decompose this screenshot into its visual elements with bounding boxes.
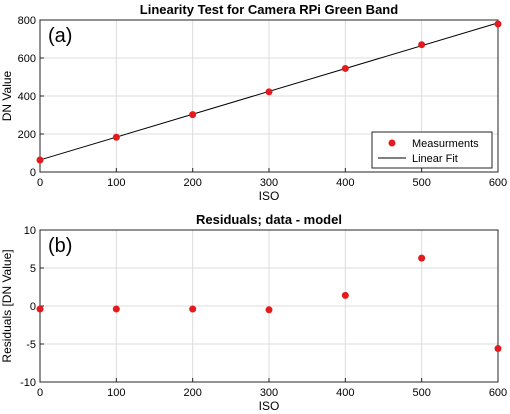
data-point (265, 88, 273, 96)
x-tick-label: 600 (489, 387, 507, 399)
data-point (418, 41, 426, 49)
y-tick-label: -5 (26, 339, 36, 351)
x-tick-label: 300 (260, 387, 278, 399)
x-tick-label: 400 (336, 177, 354, 189)
data-point (494, 345, 502, 353)
y-tick-label: -10 (20, 377, 36, 389)
x-tick-label: 0 (37, 177, 43, 189)
y-tick-label: 0 (30, 301, 36, 313)
legend-label: Measurments (412, 138, 479, 150)
x-axis-label: ISO (259, 399, 280, 413)
y-tick-label: 800 (18, 15, 36, 27)
chart-panel-1: 0 100 200 300 400 500 600 0 200 400 600 800 Linearit… (0, 2, 507, 203)
chart-panel-2: 0 100 200 300 400 500 600 -10 -5 0 5 10 Residuals; d… (0, 212, 507, 413)
data-point (36, 156, 44, 164)
panel-label: (b) (48, 235, 72, 257)
y-tick-label: 600 (18, 53, 36, 65)
x-axis-label: ISO (259, 189, 280, 203)
y-tick-label: 200 (18, 129, 36, 141)
x-tick-label: 500 (412, 387, 430, 399)
y-tick-label: 5 (30, 263, 36, 275)
y-axis-label: DN Value (0, 70, 14, 121)
legend-label: Linear Fit (412, 153, 458, 165)
y-axis-label: Residuals [DN Value] (0, 249, 14, 362)
data-point (112, 305, 120, 313)
chart-title: Linearity Test for Camera RPi Green Band (140, 2, 398, 17)
data-point (265, 306, 273, 314)
x-tick-label: 100 (107, 387, 125, 399)
chart-title: Residuals; data - model (196, 212, 342, 227)
legend-box (371, 131, 493, 169)
legend: Measurments Linear Fit (371, 131, 493, 169)
x-tick-label: 0 (37, 387, 43, 399)
data-point (112, 133, 120, 141)
x-tick-label: 500 (412, 177, 430, 189)
data-point (341, 64, 349, 72)
x-tick-label: 600 (489, 177, 507, 189)
x-tick-label: 300 (260, 177, 278, 189)
x-tick-label: 400 (336, 387, 354, 399)
x-tick-label: 200 (183, 387, 201, 399)
data-point (494, 20, 502, 28)
data-point (36, 305, 44, 313)
x-tick-label: 200 (183, 177, 201, 189)
panel-label: (a) (48, 25, 72, 47)
data-point (341, 291, 349, 299)
legend-marker (388, 139, 396, 147)
data-point (189, 111, 197, 119)
y-tick-label: 0 (30, 167, 36, 179)
data-point (189, 305, 197, 313)
data-point (418, 254, 426, 262)
y-tick-label: 400 (18, 91, 36, 103)
y-tick-label: 10 (24, 225, 36, 237)
x-tick-label: 100 (107, 177, 125, 189)
